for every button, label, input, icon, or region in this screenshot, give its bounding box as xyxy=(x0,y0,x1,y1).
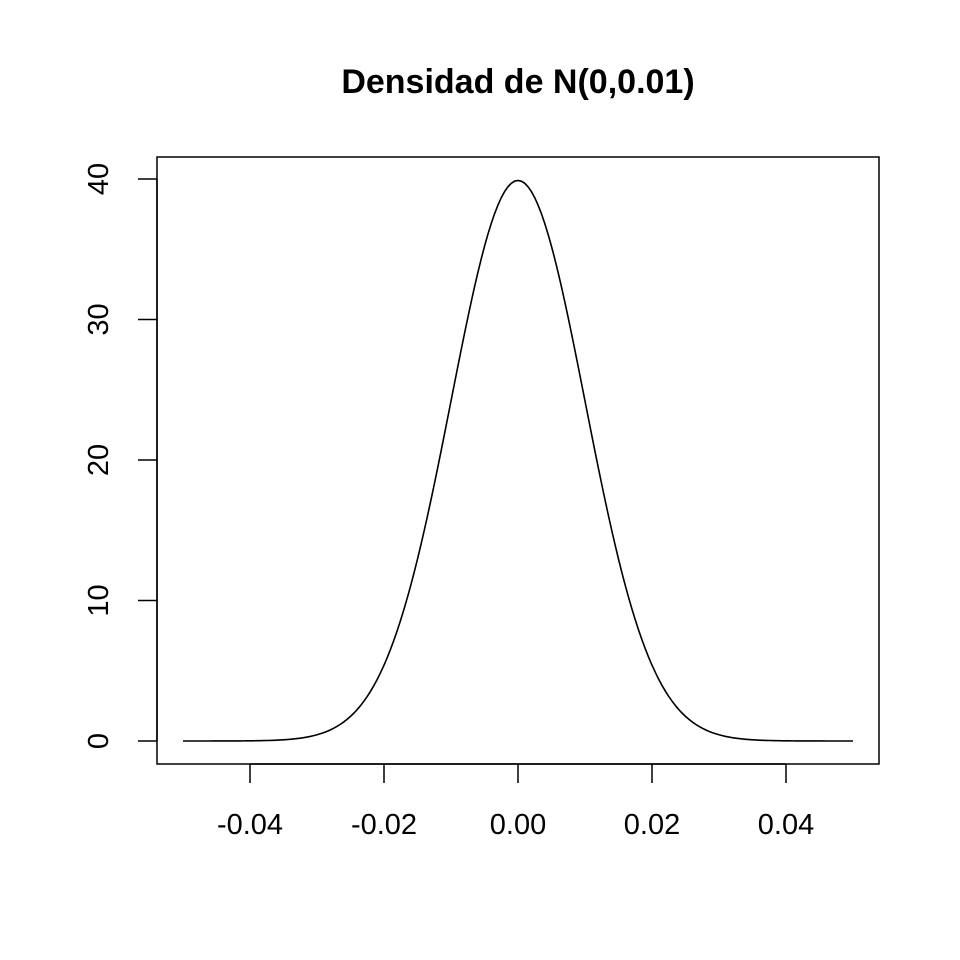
x-tick-label: -0.04 xyxy=(217,809,283,841)
y-tick-label: 30 xyxy=(83,303,115,335)
y-tick-label: 10 xyxy=(83,584,115,616)
x-tick-label: 0.04 xyxy=(758,809,814,841)
x-tick-label: 0.02 xyxy=(624,809,680,841)
x-tick-label: 0.00 xyxy=(490,809,546,841)
y-tick-label: 40 xyxy=(83,163,115,195)
y-tick-label: 20 xyxy=(83,444,115,476)
density-curve xyxy=(183,179,853,742)
chart-title: Densidad de N(0,0.01) xyxy=(341,63,694,101)
x-tick-label: -0.02 xyxy=(351,809,417,841)
x-axis: -0.04 -0.02 0.00 0.02 0.04 xyxy=(217,763,814,841)
y-axis: 0 10 20 30 40 xyxy=(83,163,158,749)
y-tick-label: 0 xyxy=(83,733,115,749)
plot-frame xyxy=(156,156,880,765)
